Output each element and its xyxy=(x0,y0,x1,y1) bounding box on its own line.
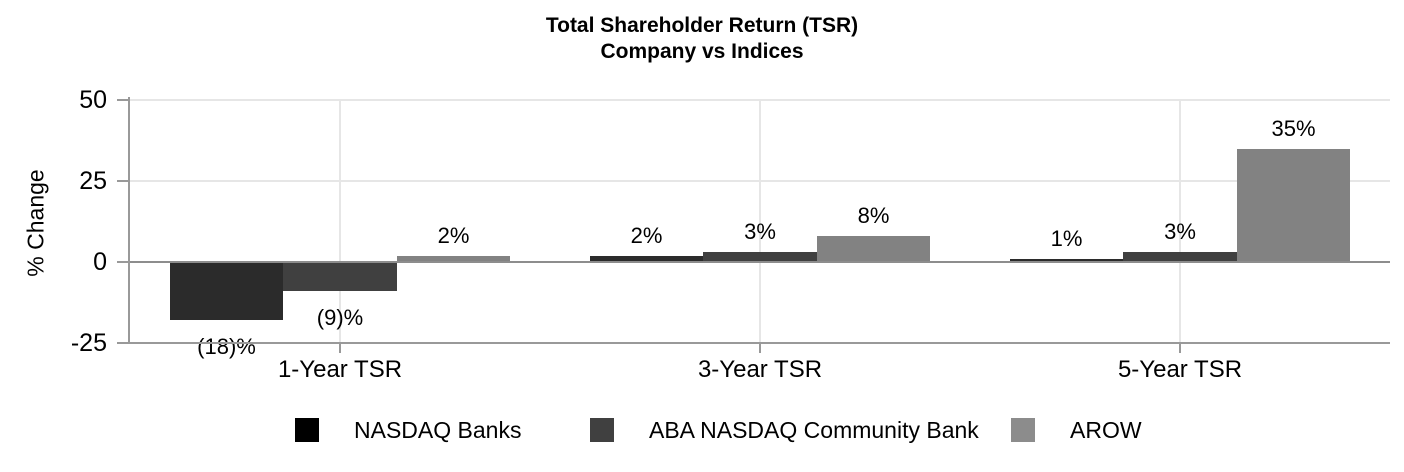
y-tick-label: 25 xyxy=(79,167,107,195)
chart-title-line-1: Total Shareholder Return (TSR) xyxy=(545,14,859,37)
bar-nasdaq-banks-1-year-tsr xyxy=(169,262,284,321)
legend-label-arow: AROW xyxy=(1070,417,1142,443)
x-tick xyxy=(1179,344,1181,353)
y-tick-label: -25 xyxy=(70,329,107,357)
chart-title: Total Shareholder Return (TSR) Company v… xyxy=(0,13,1404,65)
v-gridline-3-year-tsr xyxy=(759,100,761,343)
x-tick xyxy=(759,344,761,353)
bar-value-label: 2% xyxy=(437,222,470,248)
v-gridline-1-year-tsr xyxy=(339,100,341,343)
bar-aba-nasdaq-community-bank-5-year-tsr xyxy=(1123,252,1237,262)
bar-aba-nasdaq-community-bank-1-year-tsr xyxy=(283,262,397,292)
bar-value-label: 8% xyxy=(857,203,890,229)
y-tick xyxy=(117,180,130,182)
legend-swatch-arow xyxy=(1011,418,1035,442)
bar-nasdaq-banks-3-year-tsr xyxy=(589,255,704,262)
v-gridline-5-year-tsr xyxy=(1179,100,1181,343)
legend-item-aba-nasdaq-community-bank: ABA NASDAQ Community Bank xyxy=(590,417,979,443)
bar-nasdaq-banks-5-year-tsr xyxy=(1009,258,1124,262)
legend-swatch-aba-nasdaq-community-bank xyxy=(590,418,614,442)
bar-arow-3-year-tsr xyxy=(816,236,931,262)
bar-value-label: 2% xyxy=(630,222,663,248)
bar-value-label: 1% xyxy=(1050,225,1083,251)
legend-item-arow: AROW xyxy=(1011,417,1142,443)
bar-value-label: (18)% xyxy=(197,334,256,360)
y-tick xyxy=(117,261,130,263)
x-axis-line xyxy=(128,342,1390,344)
x-tick xyxy=(339,344,341,353)
category-label-5-year-tsr: 5-Year TSR xyxy=(1117,356,1243,383)
y-tick-label: 50 xyxy=(79,86,107,114)
chart-title-line-2: Company vs Indices xyxy=(600,40,804,63)
bar-arow-1-year-tsr xyxy=(396,255,511,262)
y-axis-line xyxy=(128,97,130,344)
bar-value-label: (9)% xyxy=(316,305,364,331)
bar-arow-5-year-tsr xyxy=(1236,148,1351,262)
y-tick xyxy=(117,342,130,344)
legend-label-nasdaq-banks: NASDAQ Banks xyxy=(354,417,522,443)
y-tick-label: 0 xyxy=(93,248,107,276)
bar-aba-nasdaq-community-bank-3-year-tsr xyxy=(703,252,817,262)
bar-value-label: 3% xyxy=(1164,219,1196,245)
legend-swatch-nasdaq-banks xyxy=(295,418,319,442)
legend-label-aba-nasdaq-community-bank: ABA NASDAQ Community Bank xyxy=(649,417,979,443)
legend-item-nasdaq-banks: NASDAQ Banks xyxy=(295,417,521,443)
zero-line xyxy=(130,261,1390,263)
bar-value-label: 35% xyxy=(1271,115,1316,141)
y-tick xyxy=(117,99,130,101)
category-label-1-year-tsr: 1-Year TSR xyxy=(277,356,403,383)
bar-value-label: 3% xyxy=(744,219,776,245)
category-label-3-year-tsr: 3-Year TSR xyxy=(697,356,823,383)
